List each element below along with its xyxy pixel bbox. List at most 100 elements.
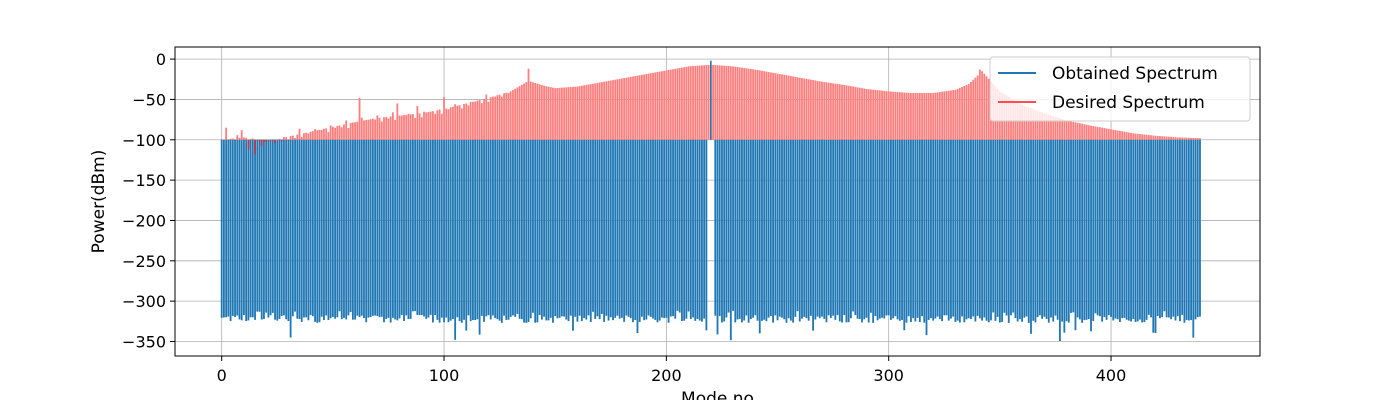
desired-bar — [391, 112, 394, 140]
y-tick-label: −50 — [132, 90, 166, 109]
obtained-bar — [429, 139, 432, 315]
obtained-bar — [403, 139, 405, 322]
desired-bar — [629, 76, 632, 140]
obtained-bar — [420, 139, 423, 315]
desired-bar — [785, 75, 788, 140]
desired-bar — [231, 138, 234, 140]
desired-bar — [449, 107, 452, 140]
obtained-bar — [887, 139, 890, 316]
obtained-bar — [565, 139, 568, 320]
desired-bar — [1083, 124, 1086, 140]
obtained-bar — [832, 139, 835, 316]
obtained-bar — [1023, 139, 1026, 318]
desired-bar — [825, 82, 828, 140]
obtained-bar — [1136, 139, 1139, 322]
obtained-bar — [950, 139, 952, 319]
desired-bar — [1112, 129, 1115, 140]
obtained-bar — [627, 139, 630, 317]
obtained-bar — [692, 139, 694, 318]
desired-bar — [910, 92, 912, 140]
desired-bar — [970, 81, 972, 140]
desired-bar — [763, 71, 766, 140]
obtained-bar — [305, 139, 308, 318]
desired-bar — [807, 79, 810, 140]
desired-bar — [803, 78, 806, 140]
desired-bar — [894, 91, 897, 140]
obtained-bar — [672, 139, 674, 317]
desired-bar — [832, 83, 835, 140]
desired-bar — [863, 88, 866, 140]
plot-frame — [174, 46, 1261, 357]
obtained-bar — [914, 139, 917, 322]
obtained-bar — [1190, 139, 1192, 321]
obtained-bar — [1092, 139, 1095, 321]
obtained-bar — [812, 139, 815, 331]
obtained-bar — [1078, 139, 1081, 320]
desired-bar — [1127, 132, 1130, 140]
desired-bar — [747, 68, 750, 140]
obtained-bar — [1087, 139, 1090, 320]
desired-bar — [507, 93, 510, 140]
desired-bar — [616, 79, 619, 140]
desired-bar — [1030, 108, 1032, 140]
desired-bar — [489, 97, 492, 140]
obtained-bar — [985, 139, 988, 321]
desired-bar — [1092, 126, 1095, 140]
obtained-bar — [280, 139, 283, 316]
desired-bar — [363, 120, 365, 140]
obtained-bar — [1176, 139, 1179, 317]
desired-bar — [743, 67, 746, 140]
obtained-bar — [418, 139, 421, 316]
obtained-bar — [367, 139, 370, 318]
obtained-bar — [936, 139, 939, 317]
desired-bar — [1181, 137, 1184, 140]
obtained-bar — [363, 139, 365, 319]
desired-bar — [643, 74, 646, 140]
desired-bar — [865, 88, 868, 140]
desired-bar — [305, 132, 308, 140]
obtained-bar — [425, 139, 428, 319]
desired-bar — [665, 70, 668, 140]
desired-bar — [983, 73, 986, 140]
desired-bar — [1121, 131, 1124, 140]
obtained-bar — [596, 139, 599, 317]
desired-bar — [923, 92, 926, 140]
desired-bar — [723, 65, 726, 140]
obtained-bar — [236, 139, 239, 316]
desired-bar — [1023, 105, 1026, 140]
desired-bar — [736, 67, 739, 140]
desired-bar — [407, 113, 410, 140]
desired-bar — [927, 92, 930, 140]
obtained-bar — [881, 139, 883, 318]
obtained-bar — [772, 139, 774, 323]
obtained-bar — [338, 139, 341, 312]
obtained-bar — [941, 139, 943, 322]
desired-bar — [354, 122, 357, 140]
desired-bar — [921, 92, 923, 140]
desired-bar — [776, 73, 779, 140]
obtained-bar — [291, 139, 294, 317]
desired-bar — [405, 114, 408, 140]
desired-bar — [918, 92, 921, 140]
obtained-bar — [400, 139, 403, 315]
obtained-bar — [652, 139, 654, 319]
desired-bar — [409, 114, 412, 140]
obtained-bar — [436, 139, 439, 320]
obtained-bar — [701, 139, 703, 322]
obtained-bar — [309, 139, 312, 316]
desired-bar — [500, 96, 503, 140]
desired-bar — [525, 82, 528, 140]
obtained-bar — [825, 139, 828, 323]
desired-bar — [454, 104, 457, 140]
desired-bar — [1139, 134, 1141, 140]
desired-bar — [1107, 128, 1110, 140]
obtained-bar — [585, 139, 588, 320]
desired-bar — [836, 83, 839, 140]
desired-bar — [416, 105, 419, 140]
desired-bar — [829, 82, 832, 140]
obtained-bar — [765, 139, 768, 322]
desired-bar — [974, 77, 977, 140]
obtained-bar — [249, 139, 252, 318]
desired-bar — [576, 86, 579, 140]
